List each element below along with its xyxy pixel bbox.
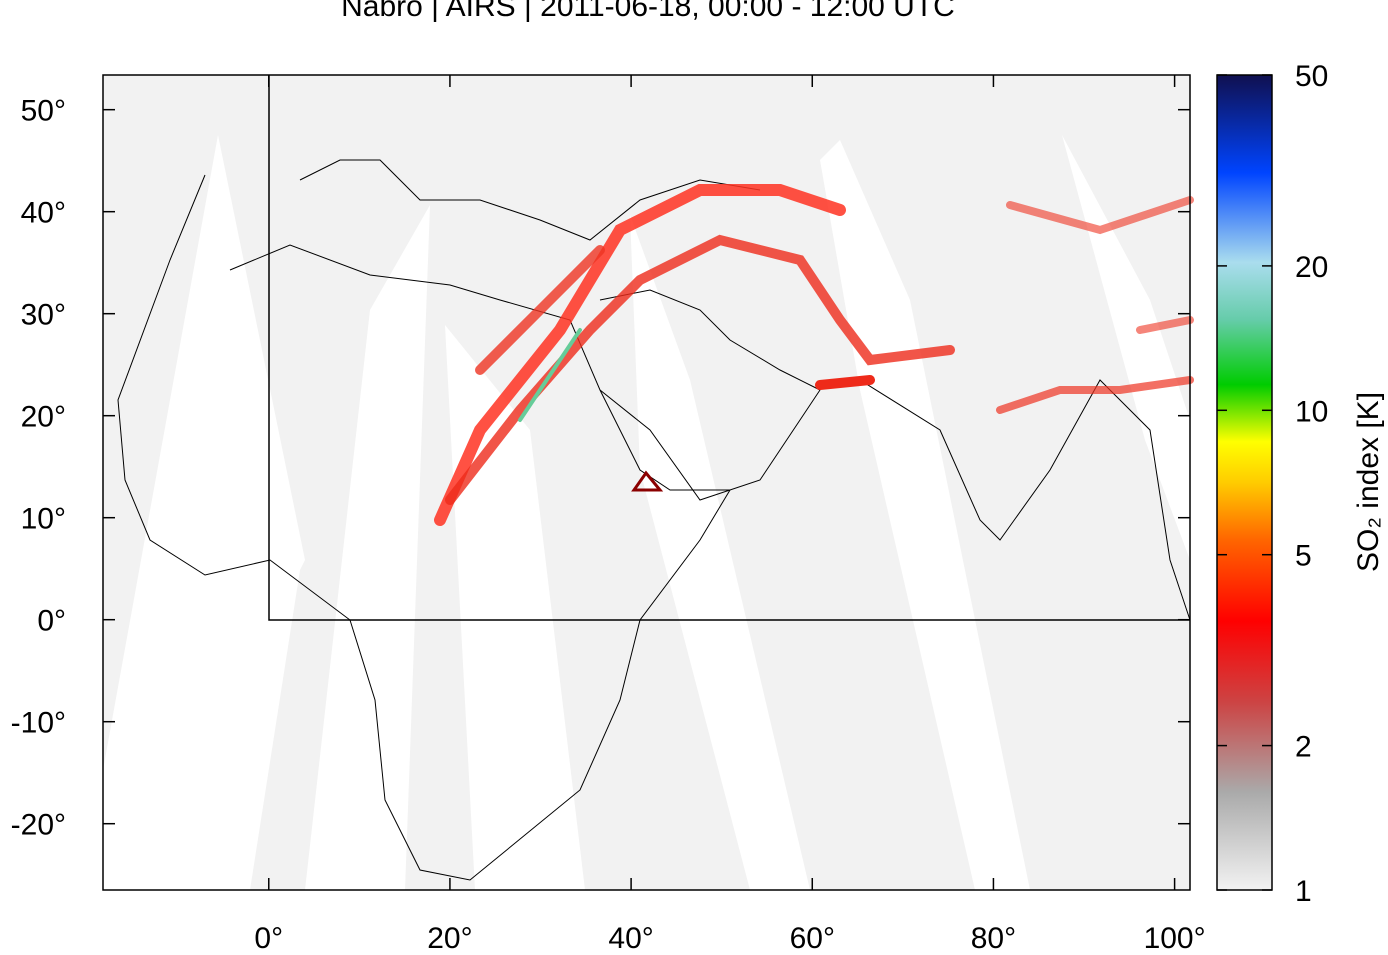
y-tick-label: -10° bbox=[11, 707, 66, 740]
y-tick-label: 10° bbox=[21, 503, 66, 536]
colorbar-tick-label: 50 bbox=[1295, 60, 1328, 93]
coastlines bbox=[117, 159, 1191, 881]
axes: 0° 20° 40° 60° 80° 100° 50° 40° 30° 20° 10° 0° -10° -… bbox=[11, 60, 1329, 955]
so2-plume bbox=[434, 184, 1194, 526]
colorbar-label: SO₂ index [K] bbox=[1352, 392, 1385, 572]
colorbar-tick-label: 5 bbox=[1295, 540, 1312, 573]
swath-gap bbox=[305, 205, 430, 890]
map-frame bbox=[102, 74, 1191, 891]
y-tick-label: -20° bbox=[11, 809, 66, 842]
colorbar-tick-label: 20 bbox=[1295, 251, 1328, 284]
x-tick-label: 80° bbox=[971, 922, 1016, 950]
y-tick-label: 0° bbox=[37, 605, 66, 638]
x-tick-label: 60° bbox=[790, 922, 835, 950]
x-tick-label: 40° bbox=[608, 922, 653, 950]
y-tick-label: 50° bbox=[21, 95, 66, 128]
swath-gap bbox=[1062, 135, 1190, 560]
x-tick-label: 100° bbox=[1144, 922, 1206, 950]
region-box bbox=[268, 75, 1190, 621]
x-tick-label: 0° bbox=[254, 922, 283, 950]
title: Nabro | AIRS | 2011-06-18, 00:00 - 12:00… bbox=[341, 0, 955, 23]
colorbar-tick-label: 1 bbox=[1295, 875, 1312, 908]
volcano-marker bbox=[631, 470, 664, 492]
colorbar bbox=[1216, 74, 1273, 891]
y-tick-label: 40° bbox=[21, 197, 66, 230]
swath-gap bbox=[820, 140, 1030, 890]
y-tick-label: 30° bbox=[21, 299, 66, 332]
colorbar-tick-label: 2 bbox=[1295, 731, 1312, 764]
colorbar-tick-label: 10 bbox=[1295, 395, 1328, 428]
swath-gap bbox=[103, 135, 305, 890]
x-tick-label: 20° bbox=[427, 922, 472, 950]
map-area bbox=[102, 74, 1194, 891]
y-tick-label: 20° bbox=[21, 401, 66, 434]
swath-gap bbox=[630, 215, 810, 890]
